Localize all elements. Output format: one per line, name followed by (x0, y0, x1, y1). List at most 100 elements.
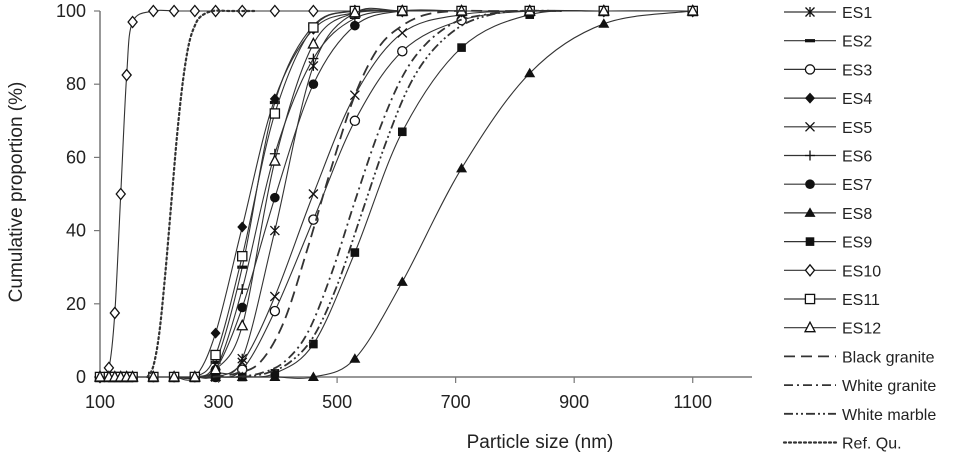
series-line-es11 (100, 9, 693, 380)
series-line-es8 (100, 10, 693, 379)
data-point (686, 4, 699, 16)
series-es10 (94, 4, 699, 384)
data-point (456, 162, 468, 173)
x-axis-label: Particle size (nm) (467, 432, 614, 453)
legend-label: White marble (842, 407, 936, 424)
data-point (126, 370, 139, 382)
legend-label: ES11 (842, 292, 880, 309)
y-tick-label: 100 (56, 1, 86, 21)
data-point (269, 291, 280, 302)
data-point (127, 15, 138, 29)
legend-label: ES6 (842, 149, 872, 166)
legend-label: Ref. Qu. (842, 436, 902, 453)
legend-item-es4: ES4 (784, 91, 872, 108)
series-line-es1 (100, 7, 693, 378)
legend-marker (805, 7, 815, 17)
series-line-es9 (100, 10, 693, 378)
data-point (210, 4, 221, 18)
data-point (93, 370, 107, 382)
legend-item-white-granite: White granite (784, 378, 936, 395)
data-point (309, 339, 318, 349)
x-tick-label: 100 (85, 392, 115, 412)
legend-marker (805, 179, 815, 189)
legend-item-es5: ES5 (784, 120, 872, 137)
legend-label: ES4 (842, 91, 872, 108)
data-point (350, 20, 360, 31)
data-point (269, 93, 280, 105)
legend-marker (805, 121, 815, 132)
data-point (188, 370, 201, 382)
data-point (115, 187, 127, 201)
data-point (270, 369, 280, 378)
data-point (269, 225, 280, 236)
data-point (210, 349, 221, 361)
y-tick-label: 20 (66, 294, 86, 314)
y-tick-label: 60 (66, 147, 86, 167)
legend-item-es3: ES3 (784, 62, 872, 79)
legend-item-es11: ES11 (784, 292, 880, 309)
data-point (308, 214, 319, 225)
legend-marker (804, 64, 816, 75)
legend-label: Black granite (842, 349, 935, 366)
legend-marker (803, 320, 817, 333)
data-point (457, 43, 466, 52)
series-line-black-granite (212, 9, 545, 378)
legend-item-white-marble: White marble (784, 407, 936, 424)
series-line-es10 (99, 9, 693, 378)
data-point (168, 370, 181, 382)
legend-label: ES8 (842, 206, 872, 223)
series-black-granite (212, 9, 545, 378)
data-point (308, 79, 319, 89)
series-line-es3 (100, 9, 693, 379)
data-point (237, 284, 248, 295)
data-point (397, 28, 408, 38)
series-layer (93, 4, 699, 384)
series-ref-qu (146, 9, 256, 379)
data-point (270, 192, 280, 203)
data-point (308, 4, 319, 18)
legend-label: ES12 (842, 321, 881, 338)
x-tick-label: 1100 (673, 392, 712, 412)
data-point (121, 68, 133, 82)
x-tick-label: 700 (441, 392, 471, 412)
legend-marker (805, 237, 815, 246)
series-line-es2 (100, 9, 693, 379)
data-point (236, 318, 249, 331)
data-point (237, 302, 248, 313)
data-point (350, 248, 360, 257)
legend-label: ES1 (842, 5, 872, 22)
series-line-es7 (100, 9, 693, 379)
data-point (597, 4, 610, 16)
series-line-es6 (100, 9, 693, 379)
y-tick-label: 40 (66, 221, 86, 241)
data-point (308, 22, 319, 33)
data-point (349, 353, 361, 363)
legend-item-es7: ES7 (784, 177, 872, 194)
legend: ES1 ES2 ES3 ES4 ES5 ES6 ES7 ES8 ES9 ES10 ES11 ES12 B… (782, 5, 936, 453)
data-point (269, 108, 281, 119)
legend-item-es10: ES10 (784, 263, 881, 280)
series-white-marble (242, 9, 563, 378)
legend-marker (804, 293, 816, 305)
data-point (307, 37, 320, 49)
data-point (308, 53, 319, 64)
y-tick-label: 0 (76, 367, 86, 387)
legend-marker (804, 263, 816, 277)
data-point (268, 154, 281, 166)
data-point (109, 306, 121, 320)
data-point (189, 4, 201, 18)
data-point (269, 305, 281, 317)
legend-item-es12: ES12 (784, 321, 881, 338)
data-point (307, 371, 319, 381)
data-point (349, 90, 360, 101)
data-point (348, 5, 361, 18)
series-line-ref-qu (146, 9, 256, 379)
series-es8 (94, 5, 699, 381)
legend-marker (805, 150, 815, 161)
series-es4 (95, 5, 698, 383)
data-point (396, 4, 409, 16)
x-tick-label: 500 (322, 392, 352, 412)
legend-marker (805, 92, 815, 104)
data-point (210, 360, 221, 364)
